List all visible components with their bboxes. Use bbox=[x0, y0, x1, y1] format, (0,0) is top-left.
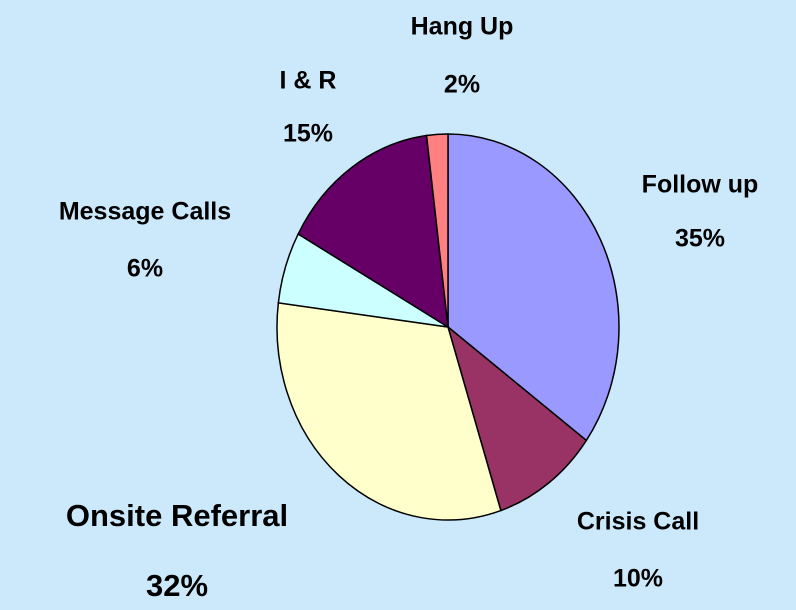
slice-value: 15% bbox=[283, 120, 333, 148]
slice-label: Onsite Referral bbox=[66, 498, 288, 533]
slice-value: 35% bbox=[675, 225, 725, 253]
pie-slice bbox=[276, 301, 502, 521]
pie-slice bbox=[446, 324, 588, 512]
slice-value: 6% bbox=[127, 255, 163, 283]
slice-value: 2% bbox=[444, 71, 480, 99]
slice-label: I & R bbox=[280, 67, 337, 95]
slice-label: Hang Up bbox=[411, 13, 514, 41]
slice-label: Crisis Call bbox=[577, 508, 699, 536]
pie-slice bbox=[297, 134, 449, 329]
pie-slice bbox=[447, 133, 620, 442]
slice-value: 10% bbox=[613, 565, 663, 593]
slice-label: Follow up bbox=[642, 171, 759, 199]
slice-label: Message Calls bbox=[59, 198, 231, 226]
slice-value: 32% bbox=[146, 568, 208, 603]
pie-slice bbox=[425, 133, 449, 328]
